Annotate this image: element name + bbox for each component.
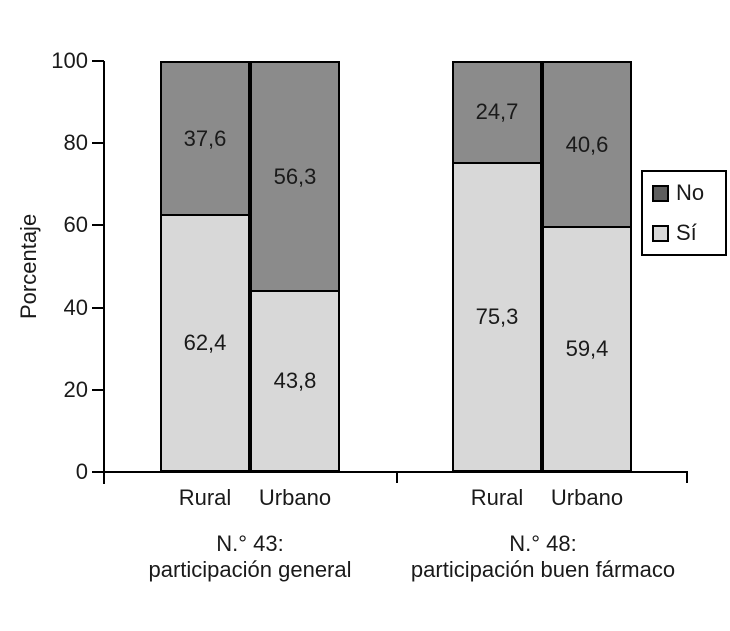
legend-swatch-no-icon xyxy=(652,184,669,202)
y-tick-mark xyxy=(92,388,104,391)
bar-segment-si: 75,3 xyxy=(454,163,540,470)
category-label: Urbano xyxy=(550,485,624,510)
bar-segment-si: 62,4 xyxy=(162,216,248,470)
y-tick-label: 100 xyxy=(51,48,88,73)
y-tick-label: 80 xyxy=(63,130,88,156)
caption-line-2: participación buen fármaco xyxy=(410,557,676,582)
value-label-no: 40,6 xyxy=(565,131,609,157)
y-tick-label: 60 xyxy=(63,212,88,238)
legend-item-si: Sí xyxy=(652,220,725,246)
value-label-no: 24,7 xyxy=(475,99,519,125)
caption-line-1: N.° 43: xyxy=(216,531,284,556)
value-label-no: 37,6 xyxy=(183,125,227,151)
legend-label-no: No xyxy=(676,180,705,205)
y-tick-mark xyxy=(92,60,104,62)
caption-line-1: N.° 48: xyxy=(509,531,577,556)
category-label: Urbano xyxy=(258,485,332,510)
y-tick-mark xyxy=(92,306,104,309)
value-label-si: 62,4 xyxy=(183,330,227,356)
value-label-si: 59,4 xyxy=(565,336,609,362)
bar-segment-no: 24,7 xyxy=(454,63,540,164)
category-label: Rural xyxy=(470,485,524,510)
x-tick-mark xyxy=(396,472,398,483)
legend-swatch-si-icon xyxy=(652,224,669,242)
legend-item-no: No xyxy=(652,180,725,206)
y-tick-label: 0 xyxy=(75,459,88,484)
legend-label-si: Sí xyxy=(676,220,697,245)
bar-segment-si: 43,8 xyxy=(252,292,338,470)
y-tick-label: 40 xyxy=(63,294,88,320)
y-axis-title: Porcentaje xyxy=(16,213,41,320)
category-label: Rural xyxy=(178,485,232,510)
x-tick-mark xyxy=(686,472,688,483)
bar-segment-no: 40,6 xyxy=(544,63,630,229)
y-axis-line xyxy=(103,61,105,484)
legend: No Sí xyxy=(641,170,727,256)
value-label-si: 75,3 xyxy=(475,303,519,329)
bar-segment-no: 56,3 xyxy=(252,63,338,293)
bar-group2-rural: 24,7 75,3 xyxy=(452,61,542,472)
bar-group1-rural: 37,6 62,4 xyxy=(160,61,250,472)
value-label-si: 43,8 xyxy=(273,368,317,394)
group-caption: N.° 48: participación buen fármaco xyxy=(393,531,693,583)
caption-line-2: participación general xyxy=(148,557,352,582)
bar-segment-no: 37,6 xyxy=(162,63,248,217)
bar-segment-si: 59,4 xyxy=(544,228,630,470)
y-tick-mark xyxy=(92,224,104,227)
y-tick-mark xyxy=(92,471,104,473)
bar-group2-urbano: 40,6 59,4 xyxy=(542,61,632,472)
group-caption: N.° 43: participación general xyxy=(100,531,400,583)
bar-group1-urbano: 56,3 43,8 xyxy=(250,61,340,472)
value-label-no: 56,3 xyxy=(273,163,317,189)
y-tick-label: 20 xyxy=(63,376,88,402)
y-tick-mark xyxy=(92,142,104,145)
